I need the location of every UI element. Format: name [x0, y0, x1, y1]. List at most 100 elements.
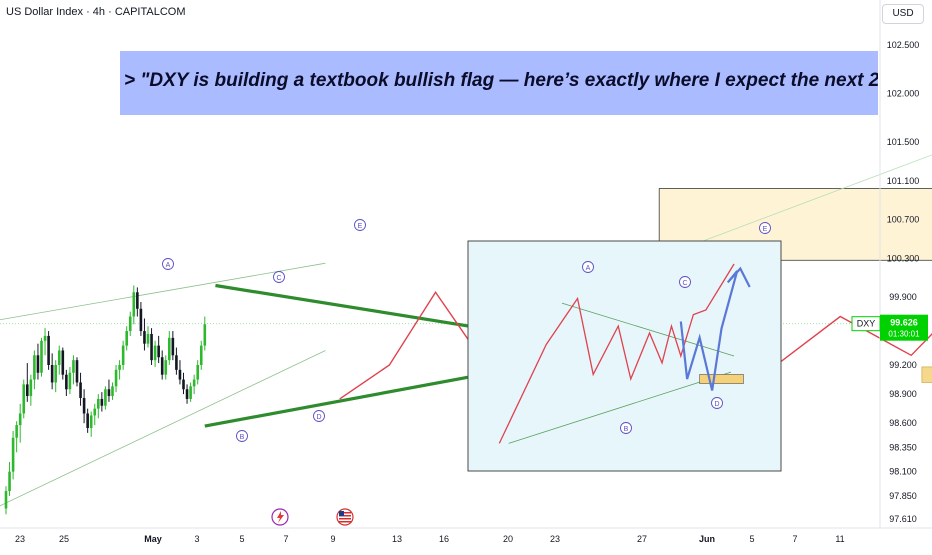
time-tick-label: 23 [550, 534, 560, 544]
time-tick-label: 23 [15, 534, 25, 544]
price-tick-label: 99.900 [889, 292, 917, 302]
candle-body [8, 471, 11, 492]
lightning-icon[interactable] [271, 508, 289, 526]
time-tick-label: 7 [283, 534, 288, 544]
price-tick-label: 100.700 [887, 215, 920, 225]
trendline-channel-lower [0, 350, 326, 507]
trendline-flag-upper [215, 283, 482, 330]
candle-body [11, 437, 15, 472]
candle-body [18, 413, 22, 426]
candle-body [189, 386, 192, 399]
wave-label-circle [162, 258, 174, 270]
price-badge-countdown: 01:30:01 [888, 330, 920, 339]
candle-body [125, 331, 128, 346]
inset-zone [699, 374, 744, 384]
price-badge [880, 314, 928, 341]
inset-flag-upper [561, 302, 735, 357]
candle-body [75, 360, 79, 383]
flag-icon-stripe [339, 512, 351, 514]
currency-button[interactable]: USD [882, 4, 924, 24]
candle-body [203, 324, 207, 346]
inset-path-red [498, 263, 735, 444]
wave-label-circle [354, 219, 366, 231]
candle-body [114, 369, 118, 387]
candle-body [171, 337, 175, 356]
inset-wave-text: A [586, 265, 591, 272]
candle-body [168, 337, 171, 361]
price-badge-value: 99.626 [890, 318, 918, 328]
candle-body [139, 308, 143, 332]
wave-label-text: B [240, 434, 245, 441]
candle-body [185, 389, 189, 399]
inset-wave-label-d: D [711, 397, 723, 409]
candle-body [82, 397, 86, 414]
time-tick-label: 16 [439, 534, 449, 544]
candle-body [50, 365, 54, 383]
wave-label-c: C [273, 271, 285, 283]
candle-body [160, 357, 164, 375]
candle-body [175, 355, 178, 370]
candle-body [33, 355, 36, 380]
inset-wave-circle [759, 222, 771, 234]
headline-banner: > "DXY is building a textbook bullish fl… [120, 51, 878, 115]
support-zone [921, 366, 932, 383]
flag-icon-canton [339, 511, 344, 516]
wave-label-e: E [354, 219, 366, 231]
price-tick-label: 100.300 [887, 253, 920, 263]
wave-label-text: C [276, 275, 281, 282]
price-tick-label: 98.100 [889, 467, 917, 477]
candle-body [107, 389, 111, 397]
price-tick-label: 101.100 [887, 176, 920, 186]
candle-body [132, 292, 136, 317]
inset-wave-text: E [763, 226, 768, 233]
price-tick-label: 102.000 [887, 88, 920, 98]
candle-body [146, 333, 150, 344]
candle-body [22, 384, 26, 414]
time-tick-label: 20 [503, 534, 513, 544]
candle-body [61, 350, 65, 375]
time-tick-label: May [144, 534, 162, 544]
wave-label-d: D [313, 410, 325, 422]
time-tick-label: 5 [749, 534, 754, 544]
inset-wave-circle [582, 261, 594, 273]
candle-body [54, 365, 57, 383]
candle-body [86, 413, 89, 429]
candle-body [164, 360, 168, 375]
inset-wave-text: B [624, 426, 629, 433]
candle-body [153, 345, 157, 361]
inset-wave-circle [679, 276, 691, 288]
candle-body [97, 398, 100, 409]
price-tick-label: 98.350 [889, 442, 917, 452]
flag-icon-stripe [339, 515, 351, 517]
price-tick-label: 98.900 [889, 389, 917, 399]
trendline-channel-upper [0, 262, 326, 321]
time-tick-label: 9 [330, 534, 335, 544]
candle-body [157, 345, 160, 358]
wave-label-circle [236, 430, 248, 442]
us-flag-icon[interactable] [336, 508, 354, 526]
inset-wave-label-e: E [759, 222, 771, 234]
candle-body [100, 398, 104, 406]
candle-body [178, 369, 182, 380]
wave-label-text: E [358, 223, 363, 230]
wave-label-a: A [162, 258, 174, 270]
wave-label-text: D [316, 414, 321, 421]
candle-body [57, 350, 61, 366]
time-tick-label: 27 [637, 534, 647, 544]
time-tick-label: 5 [239, 534, 244, 544]
candle-body [4, 491, 8, 509]
time-tick-label: 13 [392, 534, 402, 544]
candle-body [79, 382, 82, 398]
candle-body [143, 331, 146, 344]
candle-body [47, 335, 50, 366]
wave-label-circle [313, 410, 325, 422]
wave-label-b: B [236, 430, 248, 442]
time-tick-label: 25 [59, 534, 69, 544]
flag-icon-stripe [339, 518, 351, 520]
time-tick-label: 11 [835, 534, 844, 544]
price-tick-label: 97.850 [889, 491, 917, 501]
candle-body [36, 355, 40, 373]
candle-body [118, 365, 121, 370]
candle-body [128, 316, 132, 332]
